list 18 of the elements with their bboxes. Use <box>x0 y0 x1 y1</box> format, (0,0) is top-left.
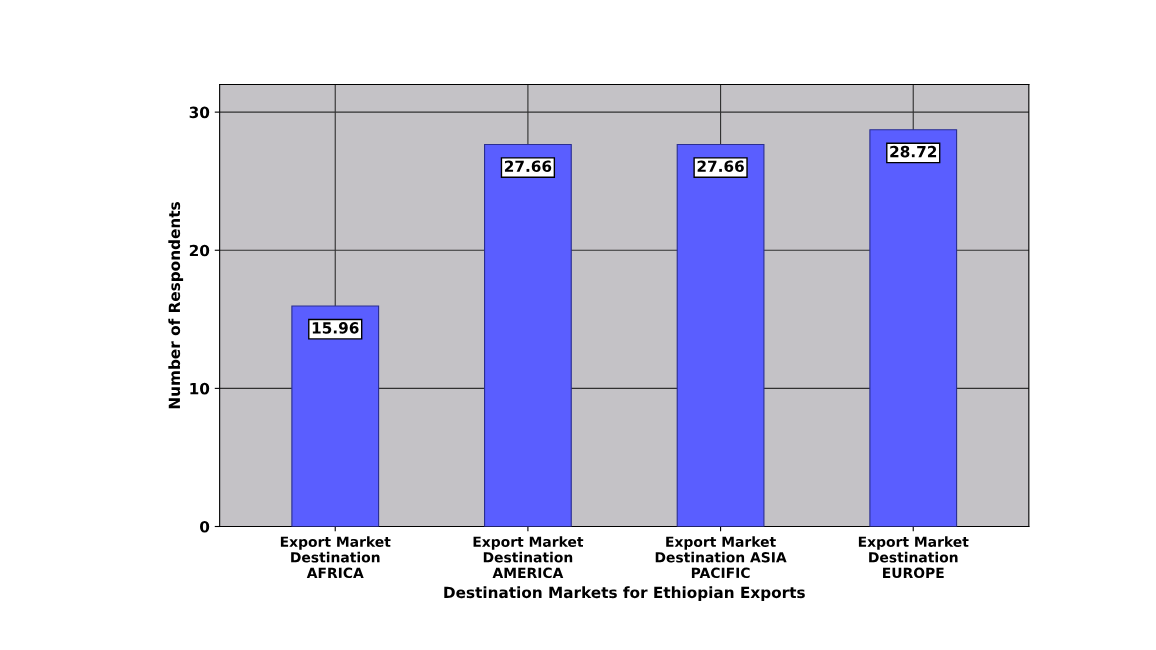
y-axis-title: Number of Respondents <box>168 202 184 409</box>
bar <box>291 305 380 527</box>
data-label: 27.66 <box>697 160 744 173</box>
bar <box>676 143 765 527</box>
y-tick-label: 10 <box>190 382 210 395</box>
x-tick-label: Export Market Destination AFRICA <box>280 536 391 579</box>
x-tick-label: Export Market Destination EUROPE <box>858 536 969 579</box>
data-label: 28.72 <box>890 145 937 158</box>
x-axis-title: Destination Markets for Ethiopian Exports <box>444 586 805 602</box>
data-label: 27.66 <box>504 160 552 173</box>
y-tick-label: 20 <box>189 244 210 257</box>
y-tick-label: 0 <box>200 520 210 533</box>
x-tick-label: Export Market Destination AMERICA <box>473 536 584 579</box>
data-label: 15.96 <box>312 322 359 334</box>
bar <box>484 143 572 527</box>
bar <box>869 129 958 527</box>
y-tick-label: 30 <box>189 106 210 119</box>
x-tick-label: Export Market Destination ASIA PACIFIC <box>655 536 787 579</box>
